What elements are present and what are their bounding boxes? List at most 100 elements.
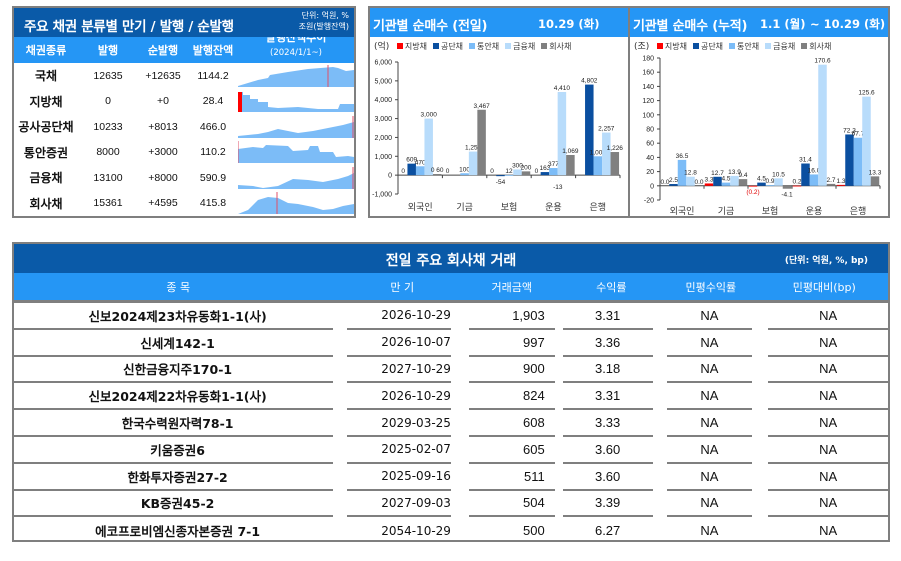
yield-value: 3.31 <box>562 303 653 330</box>
bond-name: 에코프로비엠신종자본증권 7-1 <box>95 524 261 540</box>
maturity-date: 2026-10-29 <box>347 303 451 330</box>
net-issuance-value: +8013 <box>148 120 178 133</box>
daily-net-purchase-chart: -1,000 0 1,000 2,000 3,000 4,000 5,000 6,000 외국인… <box>372 60 623 213</box>
legend-item: 공단채 <box>432 41 463 52</box>
trade-amount: 824 <box>468 383 555 411</box>
daily-net-purchase-panel: 기관별 순매수 (전일) 10.29 (화) (억) 지방채 공단채 통안채 금융채 회… <box>368 6 630 218</box>
col-type: 채권종류 <box>25 44 67 57</box>
bond-summary-row: 공사공단채 10233 +8013 466.0 <box>14 114 354 140</box>
bar <box>818 64 827 186</box>
svg-text:외국인: 외국인 <box>408 201 433 212</box>
svg-text:163: 163 <box>539 165 550 172</box>
bond-name: 신보2024제22차유동화1-1(사) <box>14 383 334 411</box>
maturity-date: 2025-09-16 <box>347 464 451 491</box>
svg-text:470: 470 <box>415 159 426 166</box>
balance-value: 1144.2 <box>197 69 229 82</box>
issuance-value: 13100 <box>93 171 123 184</box>
svg-text:4.5: 4.5 <box>721 176 730 183</box>
trades-header: 전일 주요 회사채 거래 (단위: 억원, %, bp) <box>14 244 888 273</box>
bar <box>686 176 695 186</box>
col-bond-name: 종 목 <box>166 280 191 294</box>
trade-amount: 511 <box>468 464 555 491</box>
balance-value: 590.9 <box>199 171 227 184</box>
svg-text:80: 80 <box>646 127 654 134</box>
svg-text:2,000: 2,000 <box>374 135 392 142</box>
legend-label: 통안채 <box>737 42 760 51</box>
issuance-value: 10233 <box>93 120 123 133</box>
yield-value: 3.18 <box>562 357 653 384</box>
private-yield-value: NA <box>666 464 753 491</box>
bond-summary-unit: 단위: 억원, % 조원(발행잔액) <box>299 10 349 32</box>
private-yield-value: NA <box>666 303 753 330</box>
col-balance: 발행잔액 <box>192 44 234 57</box>
bar <box>870 176 880 186</box>
bond-summary-row: 회사채 15361 +4595 415.8 <box>14 191 354 217</box>
yield-value: 3.31 <box>562 383 653 411</box>
legend-swatch-icon <box>432 43 439 49</box>
private-yield-value: NA <box>700 523 719 539</box>
trade-amount: 608 <box>468 410 555 437</box>
legend-item: 지방채 <box>396 41 427 52</box>
svg-text:0: 0 <box>401 168 405 175</box>
svg-text:1.3: 1.3 <box>836 178 845 185</box>
bar <box>496 175 505 177</box>
balance-trend-sparkline <box>238 115 354 138</box>
yield-value: 6.27 <box>594 523 621 539</box>
yield-value: 3.60 <box>562 437 653 464</box>
spread-diff-value: NA <box>768 330 888 357</box>
corporate-bond-trades-panel: 전일 주요 회사채 거래 (단위: 억원, %, bp) 종 목 만 기 거래금… <box>12 242 890 542</box>
svg-text:2,257: 2,257 <box>598 126 615 133</box>
bar <box>730 175 739 186</box>
balance-value: 110.2 <box>200 146 226 159</box>
legend-swatch-icon <box>729 43 736 49</box>
legend-item: 통안채 <box>729 41 759 52</box>
maturity-date: 2027-09-03 <box>347 491 451 518</box>
bar <box>721 182 731 186</box>
cumulative-chart-header: 기관별 순매수 (누적) 1.1 (월) ~ 10.29 (화) <box>630 8 888 37</box>
svg-text:4.5: 4.5 <box>757 176 766 183</box>
svg-text:36.5: 36.5 <box>676 153 689 160</box>
svg-text:운용: 운용 <box>545 202 562 212</box>
legend-item: 회사채 <box>541 41 571 52</box>
bar <box>460 173 469 176</box>
bond-type: 지방채 <box>29 94 63 109</box>
legend-swatch-icon <box>656 43 663 49</box>
cumulative-net-purchase-panel: 기관별 순매수 (누적) 1.1 (월) ~ 10.29 (화) (조) 지방채… <box>630 6 890 218</box>
trades-unit: (단위: 억원, %, bp) <box>784 256 868 266</box>
maturity-date: 2026-10-29 <box>347 383 451 411</box>
daily-chart-unit: (억) <box>374 42 390 52</box>
bond-summary-panel: 주요 채권 분류별 만기 / 발행 / 순발행 단위: 억원, % 조원(발행잔… <box>12 6 356 218</box>
spread-diff-value: NA <box>768 383 888 411</box>
legend-item: 통안채 <box>469 41 499 52</box>
bar <box>792 185 802 187</box>
daily-chart-legend: (억) 지방채 공단채 통안채 금융채 회사채 <box>374 39 577 52</box>
svg-text:기금: 기금 <box>718 206 735 216</box>
col-diff: 민평대비(bp) <box>792 280 856 294</box>
balance-value: 28.4 <box>202 95 224 108</box>
bar <box>713 176 722 186</box>
legend-label: 금융채 <box>513 42 536 51</box>
cumulative-chart-legend: (조) 지방채 공단채 통안채 금융채 회사채 <box>634 39 837 52</box>
svg-text:-20: -20 <box>644 198 654 205</box>
svg-text:13.3: 13.3 <box>869 169 882 176</box>
svg-text:40: 40 <box>646 155 654 162</box>
spread-diff-value: NA <box>819 523 838 539</box>
net-issuance-value: +4595 <box>148 197 178 210</box>
bar <box>504 174 514 176</box>
bond-summary-title: 주요 채권 분류별 만기 / 발행 / 순발행 <box>24 19 234 35</box>
trades-title: 전일 주요 회사채 거래 <box>385 253 517 269</box>
svg-text:20: 20 <box>646 169 654 176</box>
svg-text:300: 300 <box>512 162 523 169</box>
svg-text:운용: 운용 <box>806 206 823 216</box>
svg-text:기금: 기금 <box>456 202 473 212</box>
bar <box>677 159 687 186</box>
bar <box>774 178 783 186</box>
trade-amount: 500 <box>523 523 545 539</box>
issuance-value: 0 <box>105 95 111 108</box>
daily-chart-title: 기관별 순매수 (전일) <box>373 19 488 34</box>
spread-diff-value: NA <box>768 357 888 384</box>
svg-text:보험: 보험 <box>501 202 518 212</box>
bar <box>602 132 611 176</box>
bar <box>424 118 433 176</box>
svg-text:0: 0 <box>388 173 392 180</box>
